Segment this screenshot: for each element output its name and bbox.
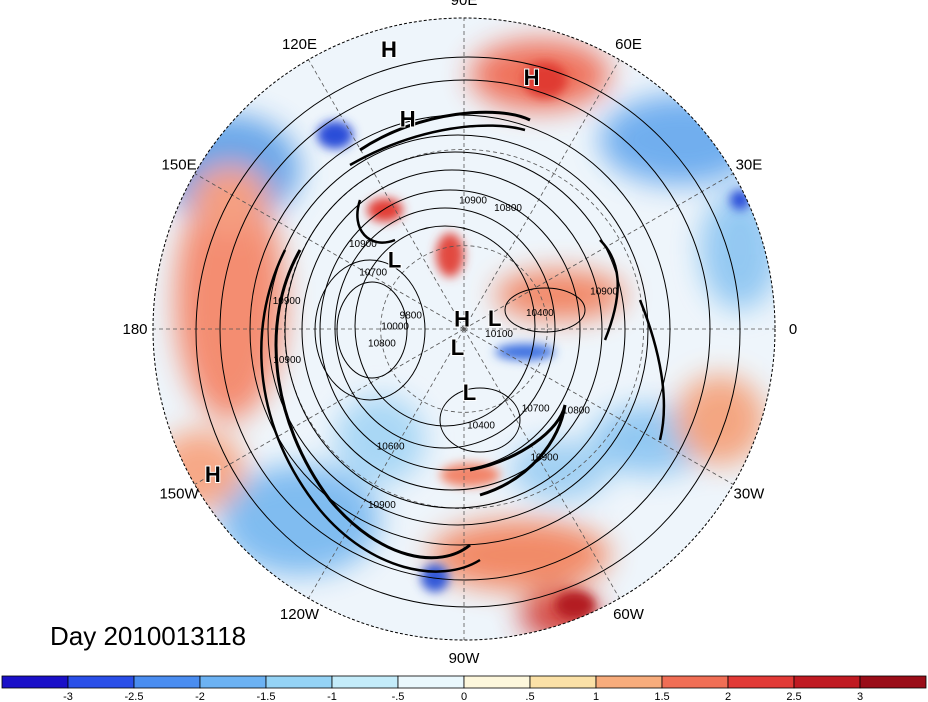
longitude-label: 180	[122, 321, 147, 338]
longitude-label: 90W	[449, 650, 481, 667]
colorbar-swatch	[199, 675, 267, 689]
colorbar-swatch	[793, 675, 861, 689]
colorbar-tick-label: 3	[857, 691, 863, 702]
contour-label: 10800	[368, 338, 396, 349]
contour-label: 10800	[562, 405, 590, 416]
contour-label: 10400	[467, 421, 495, 432]
low-pressure-marker: L	[451, 335, 464, 360]
colorbar: -3 -2.5 -2 -1.5 -1 -.5 0 .5 1 1.5 2 2.5 3	[1, 675, 927, 702]
colorbar-swatch	[265, 675, 333, 689]
colorbar-swatch	[463, 675, 531, 689]
longitude-label: 90E	[451, 0, 478, 9]
colorbar-tick-label: 2	[725, 691, 731, 702]
colorbar-tick-label: -.5	[392, 691, 405, 702]
contour-label: 10900	[530, 453, 558, 464]
contour-label: 10900	[459, 195, 487, 206]
contour-label: 10800	[494, 203, 522, 214]
height-contours	[195, 56, 741, 608]
longitude-label: 60E	[615, 36, 642, 53]
meridian-line	[308, 328, 465, 599]
colorbar-swatch	[529, 675, 597, 689]
anomaly-field	[153, 18, 775, 640]
colorbar-tick-label: -1	[327, 691, 337, 702]
colorbar-swatch	[133, 675, 201, 689]
meridian-line	[194, 173, 465, 330]
colorbar-tick-label: .5	[525, 691, 534, 702]
parallel-line	[284, 149, 644, 509]
meridian-line	[463, 328, 620, 599]
colorbar-swatch	[397, 675, 465, 689]
longitude-labels: 90E 60E 30E 0 30W 60W 90W 120W 150W 180 150E 120E	[122, 0, 797, 667]
parallel-line	[380, 245, 548, 413]
contour-label: 10700	[522, 404, 550, 415]
colorbar-swatch	[661, 675, 729, 689]
colorbar-swatch	[595, 675, 663, 689]
longitude-label: 120W	[280, 606, 320, 623]
high-pressure-marker: H	[454, 306, 470, 331]
longitude-label: 30W	[734, 486, 766, 503]
longitude-label: 120E	[282, 36, 317, 53]
high-pressure-marker: H	[524, 65, 540, 90]
meridian-line	[463, 173, 734, 330]
high-pressure-marker: H	[381, 37, 397, 62]
contour-label: 10900	[590, 286, 618, 297]
longitude-label: 150W	[159, 486, 199, 503]
colorbar-swatch	[331, 675, 399, 689]
contour-label: 10600	[377, 441, 405, 452]
colorbar-tick-label: -3	[63, 691, 73, 702]
contour-label: 10900	[349, 239, 377, 250]
high-pressure-marker: H	[400, 107, 416, 132]
high-pressure-marker: H	[205, 462, 221, 487]
longitude-label: 60W	[613, 606, 645, 623]
longitude-label: 0	[789, 321, 797, 338]
longitude-label: 30E	[736, 157, 763, 174]
meridian-line	[463, 59, 620, 330]
low-pressure-marker: L	[463, 380, 476, 405]
colorbar-swatch	[859, 675, 927, 689]
colorbar-tick-label: 1	[593, 691, 599, 702]
colorbar-tick-label: 0	[461, 691, 467, 702]
colorbar-swatch	[727, 675, 795, 689]
day-label: Day 2010013118	[50, 621, 246, 651]
contour-label: 10100	[485, 329, 513, 340]
contour-label: 9800	[400, 311, 423, 322]
contour-label: 10700	[359, 267, 387, 278]
low-pressure-marker: L	[388, 248, 401, 273]
meridian-line	[463, 328, 734, 485]
colorbar-tick-label: -2	[195, 691, 205, 702]
contour-label: 10000	[381, 322, 409, 333]
colorbar-tick-label: -2.5	[125, 691, 144, 702]
contour-label: 10900	[273, 355, 301, 366]
meridian-line	[194, 328, 465, 485]
colorbar-tick-label: 2.5	[786, 691, 801, 702]
meridian-line	[308, 59, 465, 330]
colorbar-tick-label: 1.5	[654, 691, 669, 702]
graticule	[153, 18, 775, 640]
longitude-label: 150E	[162, 157, 197, 174]
contour-label: 10900	[273, 296, 301, 307]
contour-label: 10900	[368, 500, 396, 511]
contour-label: 10400	[526, 308, 554, 319]
map-border	[152, 17, 776, 641]
low-pressure-marker: L	[488, 306, 501, 331]
colorbar-swatch	[67, 675, 135, 689]
colorbar-swatch	[1, 675, 69, 689]
colorbar-tick-label: -1.5	[257, 691, 276, 702]
